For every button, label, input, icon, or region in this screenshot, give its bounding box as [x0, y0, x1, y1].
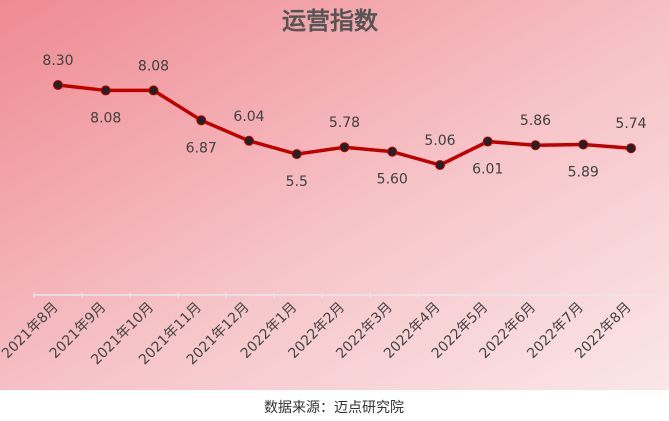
marker [100, 85, 111, 96]
chart-title: 运营指数 [282, 7, 379, 35]
marker [196, 115, 207, 126]
marker [339, 142, 350, 153]
marker [530, 140, 541, 151]
chart-background [0, 0, 669, 390]
data-label: 5.5 [286, 174, 308, 190]
data-label: 6.01 [472, 162, 503, 178]
marker [244, 135, 254, 146]
marker [482, 136, 493, 147]
data-label: 6.04 [233, 109, 264, 125]
data-label: 5.74 [615, 116, 646, 132]
data-label: 5.60 [377, 172, 408, 188]
data-label: 6.87 [186, 140, 217, 156]
marker [435, 160, 445, 170]
marker [387, 146, 398, 157]
data-label: 5.86 [520, 113, 551, 129]
marker [53, 80, 63, 90]
data-label: 5.06 [424, 133, 455, 149]
marker [148, 85, 159, 96]
data-label: 8.08 [138, 58, 169, 74]
data-label: 8.08 [90, 110, 121, 126]
data-label: 5.89 [568, 165, 599, 181]
marker [291, 149, 302, 160]
data-label: 8.30 [42, 53, 73, 69]
marker [626, 143, 636, 154]
marker [578, 139, 589, 150]
data-label: 5.78 [329, 115, 360, 131]
source-note: 数据来源：迈点研究院 [264, 400, 404, 416]
